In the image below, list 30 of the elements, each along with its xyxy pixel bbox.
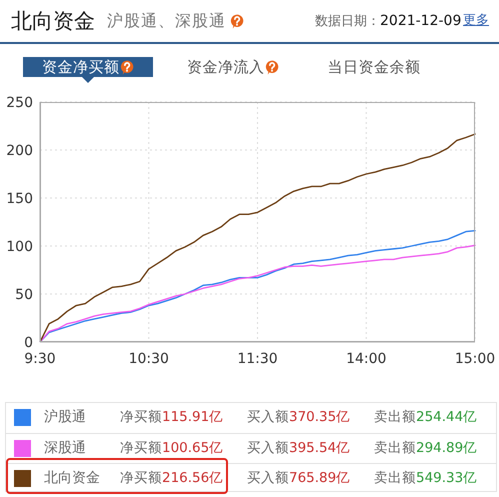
x-tick-label: 15:00 [454, 350, 496, 367]
text: 卖出额294.89亿 [374, 440, 478, 456]
text: 卖出额549.33亿 [374, 470, 478, 486]
text: 买入额395.54亿 [247, 440, 350, 456]
y-tick-label: 50 [15, 286, 33, 303]
text: 净买额115.91亿 [120, 409, 224, 425]
text: 更多 [463, 12, 489, 30]
legend-label: 深股通 [44, 439, 86, 458]
text: 资金净流入 [186, 58, 264, 76]
x-tick-label: 9:30 [24, 350, 56, 367]
chart-title: 北向资金 [11, 9, 95, 33]
y-tick-label: 250 [6, 94, 33, 111]
text: 净买额216.56亿 [120, 470, 224, 486]
text: 买入额370.35亿 [247, 409, 350, 425]
y-tick-label: 150 [6, 190, 33, 207]
legend-label: 北向资金 [44, 469, 100, 488]
y-tick-label: 100 [6, 238, 33, 255]
x-tick-label: 14:00 [346, 350, 386, 367]
x-tick-label: 11:30 [237, 350, 278, 367]
y-tick-label: 0 [24, 334, 33, 351]
legend-label: 沪股通 [44, 408, 86, 427]
text: 卖出额254.44亿 [374, 409, 478, 425]
x-tick-label: 10:30 [128, 350, 169, 367]
text: 资金净买额 [42, 58, 120, 76]
text: 当日资金余额 [328, 58, 420, 76]
chart-subtitle: 沪股通、深股通 [107, 11, 226, 31]
text: 数据日期：2021-12-09 [315, 13, 462, 29]
text: 净买额100.65亿 [120, 440, 224, 456]
y-tick-label: 200 [6, 142, 33, 159]
text: 买入额765.89亿 [247, 470, 350, 486]
